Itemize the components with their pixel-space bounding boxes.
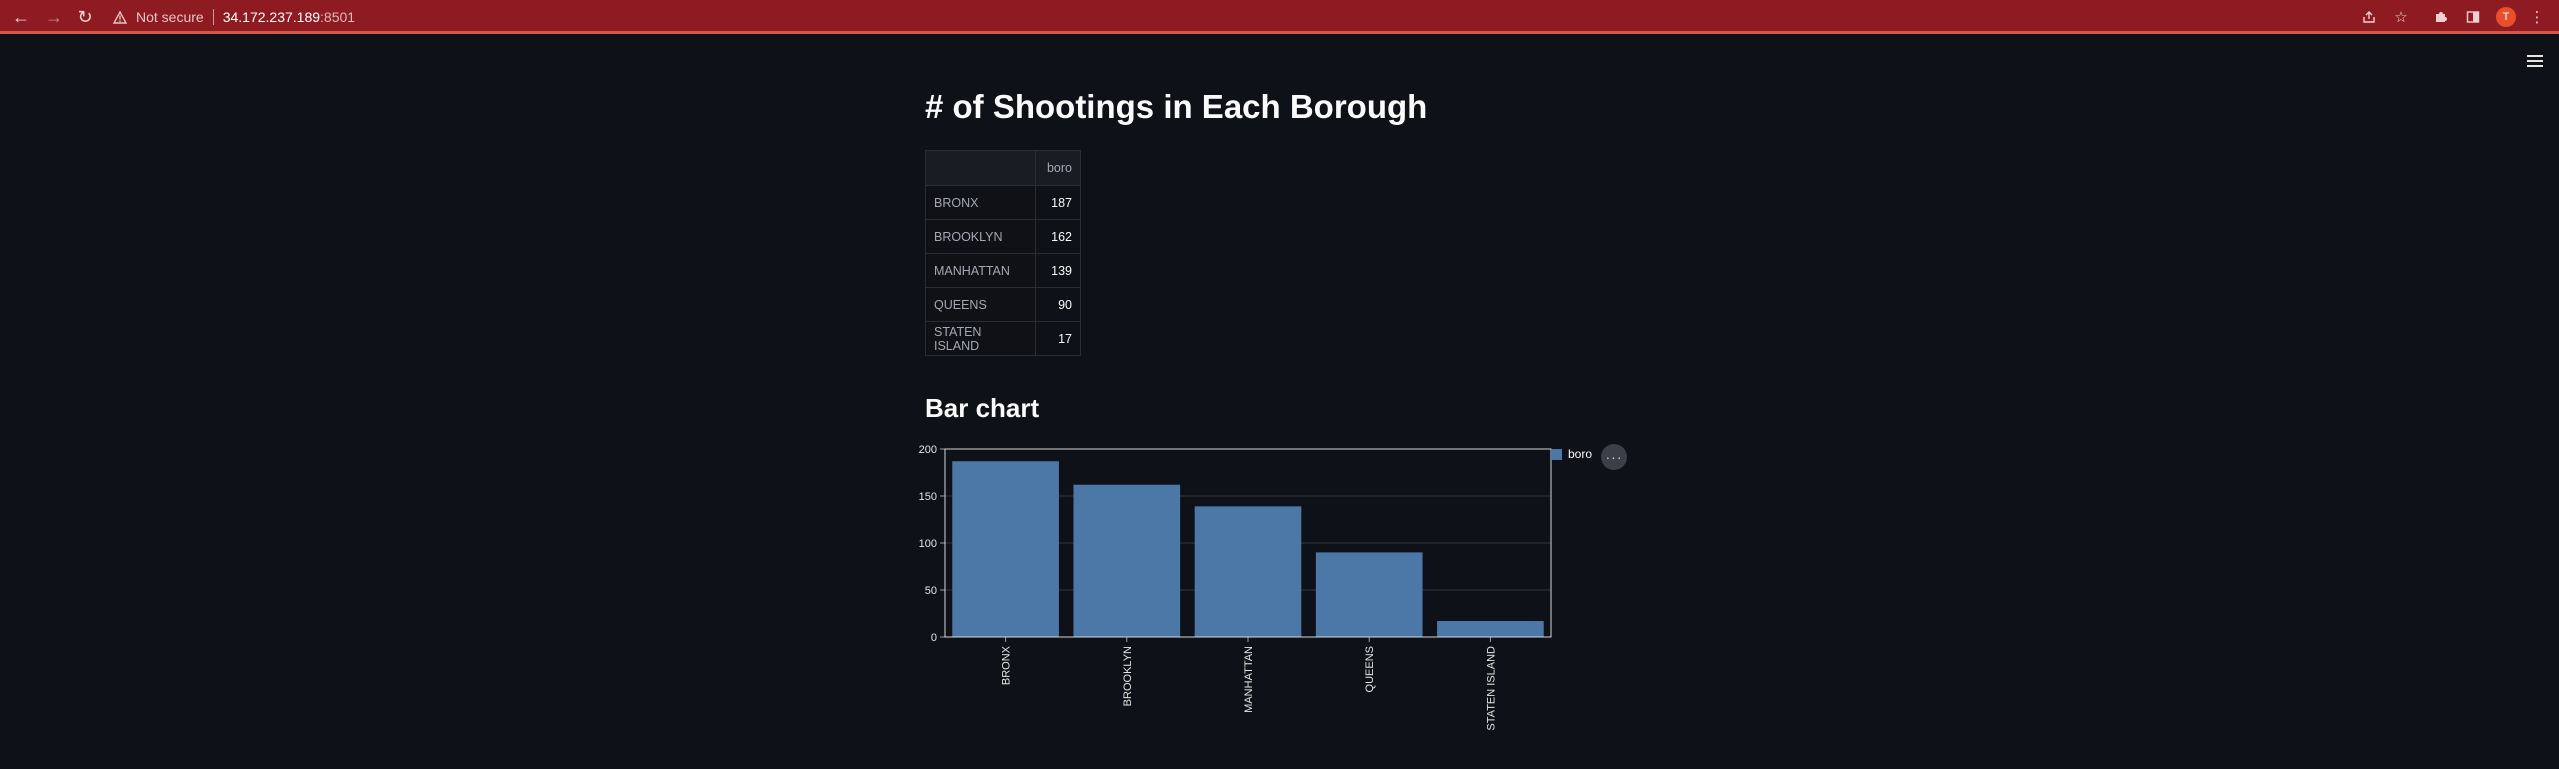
bar-chart-container[interactable]: 0 50 100 150 200 BRONX BROOKLYN MANHATTAN QUEENS…	[900, 435, 1660, 735]
bar	[1073, 484, 1181, 637]
chart-heading: Bar chart	[925, 393, 1040, 423]
row-index: QUEENS	[925, 287, 1036, 322]
address-separator	[212, 9, 214, 25]
bookmark-star-icon[interactable]: ☆	[2394, 9, 2408, 26]
table-row: BROOKLYN 162	[925, 219, 1081, 254]
bar	[1315, 552, 1423, 637]
row-value: 162	[1035, 219, 1081, 254]
column-header-boro[interactable]: boro	[1035, 150, 1081, 186]
legend-label: boro	[1568, 447, 1593, 461]
row-index: BRONX	[925, 185, 1036, 220]
not-secure-label[interactable]: Not secure	[136, 9, 204, 25]
row-value: 90	[1035, 287, 1081, 322]
table-row: QUEENS 90	[925, 287, 1081, 322]
row-index: BROOKLYN	[925, 219, 1036, 254]
bar	[952, 461, 1059, 637]
table-corner-cell	[925, 150, 1036, 186]
reload-icon[interactable]: ↻	[77, 7, 93, 27]
side-panel-icon[interactable]	[2462, 6, 2484, 28]
y-tick-label: 100	[919, 538, 937, 550]
forward-arrow-icon[interactable]: →	[45, 7, 63, 27]
x-tick-label: STATEN ISLAND	[1485, 646, 1497, 731]
profile-avatar[interactable]: T	[2496, 7, 2516, 27]
table-row: STATEN ISLAND 17	[925, 321, 1081, 356]
bar	[1194, 506, 1302, 637]
y-tick-label: 50	[925, 585, 937, 597]
table-row: BRONX 187	[925, 185, 1081, 220]
table-header-row: boro	[925, 150, 1081, 186]
row-index: MANHATTAN	[925, 253, 1036, 288]
address-bar[interactable]: Not secure 34.172.237.189:8501	[112, 6, 355, 28]
table-row: MANHATTAN 139	[925, 253, 1081, 288]
plot-frame	[944, 448, 1552, 638]
y-tick-label: 0	[931, 632, 937, 644]
bar-chart[interactable]: 0 50 100 150 200 BRONX BROOKLYN MANHATTAN QUEENS…	[900, 435, 1660, 735]
url-host: 34.172.237.189	[222, 9, 321, 25]
row-value: 17	[1035, 321, 1081, 356]
app-menu-icon[interactable]	[2524, 52, 2546, 70]
chart-actions-button[interactable]: ···	[1601, 444, 1627, 470]
borough-table[interactable]: boro BRONX 187 BROOKLYN 162 MANHATTAN 13…	[925, 150, 1081, 356]
row-value: 139	[1035, 253, 1081, 288]
row-value: 187	[1035, 185, 1081, 220]
x-tick-label: BROOKLYN	[1122, 646, 1134, 706]
x-tick-label: QUEENS	[1364, 646, 1376, 692]
row-index: STATEN ISLAND	[925, 321, 1036, 356]
browser-menu-icon[interactable]: ⋮	[2529, 9, 2545, 26]
y-tick-label: 150	[919, 491, 937, 503]
warning-icon	[112, 9, 128, 25]
y-tick-label: 200	[919, 444, 937, 456]
chart-legend[interactable]: boro	[1551, 447, 1592, 461]
browser-toolbar: ← → ↻ Not secure 34.172.237.189:8501 ☆ T…	[0, 0, 2559, 34]
back-arrow-icon[interactable]: ←	[12, 7, 30, 27]
x-tick-label: MANHATTAN	[1243, 646, 1255, 713]
page-title: # of Shootings in Each Borough	[925, 88, 1428, 125]
bar	[1437, 621, 1544, 637]
extensions-puzzle-icon[interactable]	[2430, 6, 2452, 28]
x-tick-label: BRONX	[1001, 645, 1013, 685]
url-port: :8501	[320, 9, 356, 25]
legend-swatch	[1551, 448, 1562, 460]
share-icon[interactable]	[2358, 6, 2380, 28]
